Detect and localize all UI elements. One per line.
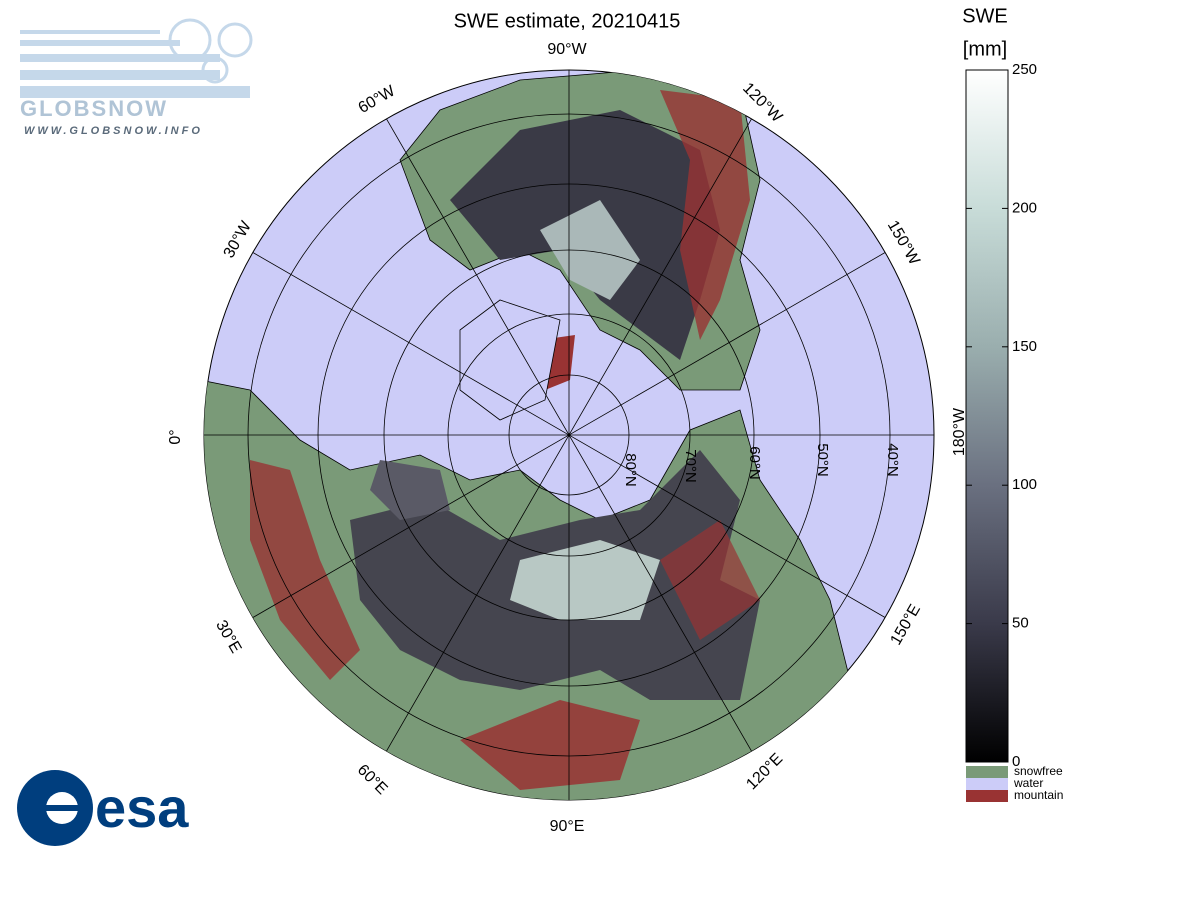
map: 90°W120°W150°W180°W0°30°W60°W90°E120°E60… <box>167 41 968 835</box>
legend-swatch <box>966 778 1008 790</box>
latitude-label: 40°N <box>884 443 901 477</box>
legend-swatch <box>966 766 1008 778</box>
legend-label: water <box>1013 776 1043 790</box>
logo-name: GLOBSNOW <box>20 96 168 121</box>
latitude-label: 50°N <box>814 443 831 477</box>
longitude-label: 90°E <box>550 818 585 835</box>
longitude-label: 0° <box>167 429 184 444</box>
longitude-label: 180°W <box>951 407 968 456</box>
colorbar-tick-label: 0 <box>1012 753 1020 770</box>
colorbar-tick-label: 100 <box>1012 476 1037 493</box>
globsnow-logo: GLOBSNOW WWW.GLOBSNOW.INFO <box>20 18 253 137</box>
latitude-label: 80°N <box>622 453 639 487</box>
legend-swatch <box>966 790 1008 802</box>
longitude-label: 60°W <box>356 82 399 117</box>
colorbar-tick-label: 200 <box>1012 199 1037 216</box>
graticule <box>204 70 934 800</box>
colorbar: SWE [mm] 0 50 100 150 200 250 snowfreewatermou… <box>962 5 1063 802</box>
longitude-label: 150°E <box>887 602 924 648</box>
longitude-label: 90°W <box>547 41 587 58</box>
legend-label: mountain <box>1014 788 1063 802</box>
longitude-label: 30°W <box>221 218 256 261</box>
latitude-label: 70°N <box>682 449 699 483</box>
longitude-label: 60°E <box>354 761 391 798</box>
colorbar-tick-label: 250 <box>1012 61 1037 78</box>
colorbar-tick-label: 150 <box>1012 338 1037 355</box>
esa-name: esa <box>95 776 189 839</box>
meridian <box>252 252 886 618</box>
longitude-label: 120°E <box>743 750 786 793</box>
colorbar-unit: [mm] <box>963 38 1007 60</box>
longitude-label: 30°E <box>212 618 244 657</box>
latitude-label: 60°N <box>746 446 763 480</box>
esa-logo: esa <box>17 770 189 846</box>
colorbar-gradient <box>965 69 1009 763</box>
colorbar-tick-label: 50 <box>1012 615 1029 632</box>
land <box>204 70 851 800</box>
legend-label: snowfree <box>1014 764 1063 778</box>
title: SWE estimate, 20210415 <box>454 10 681 32</box>
logo-url: WWW.GLOBSNOW.INFO <box>24 125 203 137</box>
colorbar-label: SWE <box>962 5 1008 27</box>
